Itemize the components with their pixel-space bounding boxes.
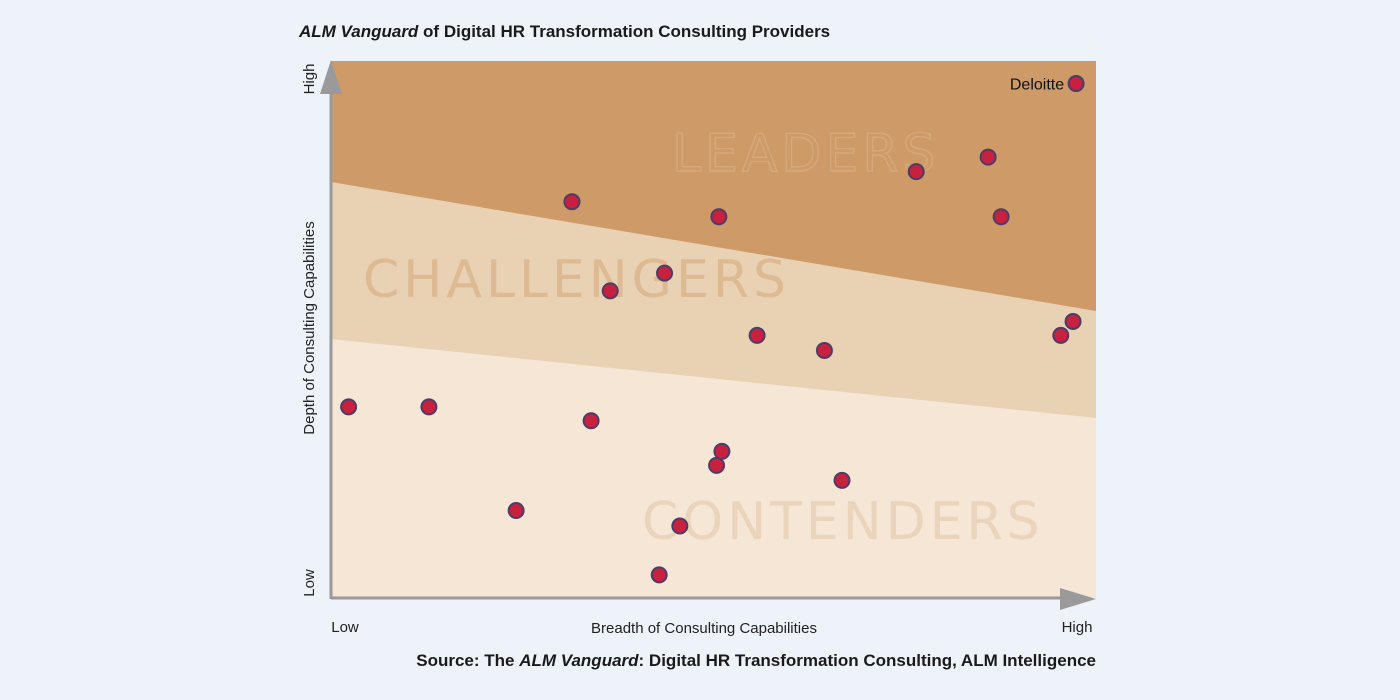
source-note: Source: The ALM Vanguard: Digital HR Tra… (416, 651, 1096, 671)
zones-layer (331, 61, 1096, 598)
data-point (708, 456, 726, 474)
data-point (601, 282, 619, 300)
data-point (979, 148, 997, 166)
data-point-label: Deloitte (1010, 77, 1064, 94)
zone-label-leaders: LEADERS (672, 124, 939, 184)
data-point (340, 398, 358, 416)
chart-title: ALM Vanguard of Digital HR Transformatio… (299, 22, 830, 42)
zone-labels-layer: LEADERS CHALLENGERS CONTENDERS (363, 123, 1044, 552)
x-axis-arrow (1060, 588, 1096, 610)
y-tick-low: Low (301, 569, 318, 597)
data-point (1064, 312, 1082, 330)
y-axis-label: Depth of Consulting Capabilities (301, 221, 318, 434)
source-italic: ALM Vanguard (519, 651, 639, 670)
data-point (710, 208, 728, 226)
data-point (833, 471, 851, 489)
data-point (563, 193, 581, 211)
y-axis-arrow (320, 60, 342, 94)
data-point (420, 398, 438, 416)
data-point (815, 341, 833, 359)
zone-label-contenders: CONTENDERS (642, 492, 1044, 552)
x-axis-label: Breadth of Consulting Capabilities (591, 620, 817, 637)
points-layer: Deloitte (340, 75, 1085, 584)
data-point (907, 163, 925, 181)
source-prefix: Source: The (416, 651, 520, 670)
data-point (992, 208, 1010, 226)
data-point (582, 412, 600, 430)
x-tick-low: Low (331, 619, 359, 636)
zone-leaders (331, 61, 1096, 311)
zone-label-challengers: CHALLENGERS (363, 250, 790, 310)
data-point (507, 501, 525, 519)
data-point (713, 442, 731, 460)
source-rest: : Digital HR Transformation Consulting, … (638, 651, 1096, 670)
data-point (1067, 75, 1085, 93)
data-point (748, 326, 766, 344)
y-tick-high: High (301, 64, 318, 95)
axes-layer (320, 60, 1096, 610)
data-point (671, 517, 689, 535)
data-point (650, 566, 668, 584)
x-tick-high: High (1062, 619, 1093, 636)
data-point (1052, 326, 1070, 344)
chart-title-italic: ALM Vanguard (299, 22, 419, 41)
data-point (656, 264, 674, 282)
chart-title-rest: of Digital HR Transformation Consulting … (418, 22, 831, 41)
